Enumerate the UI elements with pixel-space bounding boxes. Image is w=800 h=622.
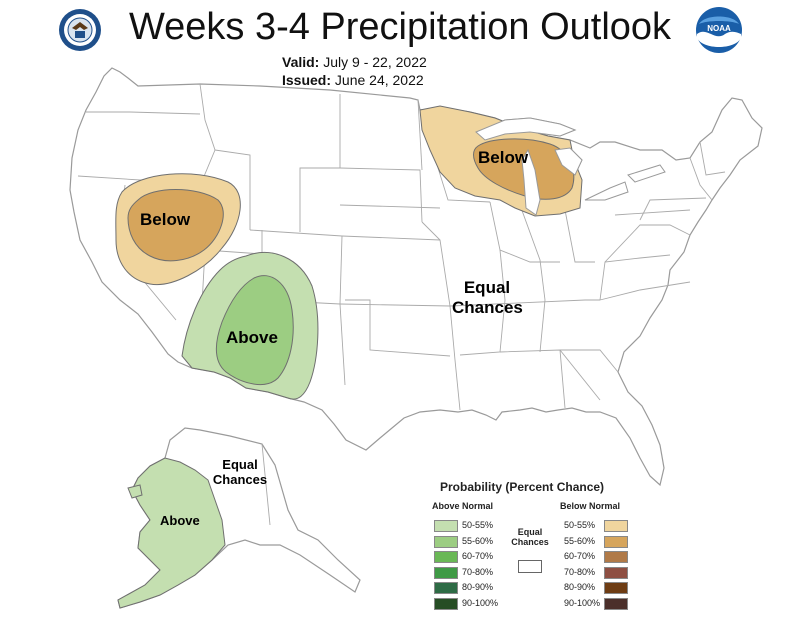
legend-below-label: 50-55%: [564, 520, 596, 530]
conus-equal-chances-label: Equal Chances: [452, 278, 523, 317]
legend-below-swatch: [604, 535, 628, 548]
alaska-above-50: [117, 457, 226, 609]
noaa-logo-icon: NOAA: [696, 7, 742, 53]
legend-above-swatch: [434, 597, 458, 610]
page-title: Weeks 3-4 Precipitation Outlook: [128, 6, 672, 48]
alaska-equal-line1: Equal: [222, 457, 258, 472]
alaska-above-island: [127, 484, 143, 499]
legend-below-swatch: [604, 566, 628, 579]
noaa-logo-text: NOAA: [707, 24, 731, 33]
valid-label: Valid:: [282, 54, 320, 70]
great-lakes-label: Below: [478, 148, 529, 167]
legend-below-label: 60-70%: [564, 551, 596, 561]
great-basin-label: Below: [140, 210, 191, 229]
legend-above-label: 90-100%: [462, 597, 499, 608]
legend-equal-swatch: [518, 560, 542, 573]
legend-above-heading: Above Normal: [432, 501, 494, 511]
valid-line: Valid: July 9 - 22, 2022: [282, 54, 427, 70]
legend-above-swatch: [434, 520, 458, 532]
legend-equal-line2: Chances: [511, 537, 549, 548]
legend-below-label: 90-100%: [564, 597, 601, 608]
southwest-label: Above: [226, 328, 278, 347]
legend-above-label: 60-70%: [462, 551, 494, 561]
legend-title: Probability (Percent Chance): [440, 480, 605, 494]
great-basin-below-55: [127, 189, 224, 262]
legend-above-label: 70-80%: [462, 566, 494, 577]
conus-equal-line2: Chances: [452, 297, 523, 317]
legend-above-swatch: [434, 582, 458, 594]
legend-below-label: 80-90%: [564, 582, 596, 592]
issued-line: Issued: June 24, 2022: [282, 72, 424, 88]
alaska-label: Above: [160, 513, 200, 528]
legend-above-swatch: [434, 551, 458, 563]
legend-above-label: 50-55%: [462, 520, 494, 530]
valid-value: July 9 - 22, 2022: [323, 54, 427, 70]
legend-above-label: 80-90%: [462, 582, 494, 592]
alaska-equal-chances-label: Equal Chances: [210, 457, 270, 488]
legend-above-swatch: [434, 535, 458, 548]
great-lakes-overlay: [475, 117, 583, 216]
alaska-equal-line2: Chances: [212, 471, 268, 487]
legend-equal-line1: Equal: [517, 527, 543, 537]
legend-equal-chances: Equal Chances: [508, 527, 552, 548]
legend-below-swatch: [604, 520, 628, 532]
legend-below-swatch: [604, 551, 628, 563]
legend: Probability (Percent Chance) Above Norma…: [420, 480, 640, 615]
legend-below-heading: Below Normal: [560, 501, 621, 511]
legend-below-label: 70-80%: [564, 566, 596, 577]
alaska-border-line: [261, 443, 271, 526]
conus-equal-line1: Equal: [463, 278, 511, 297]
issued-label: Issued:: [282, 72, 332, 88]
southwest-above-55: [216, 275, 294, 386]
legend-below-label: 55-60%: [564, 535, 596, 546]
legend-above-swatch: [434, 566, 458, 579]
issued-value: June 24, 2022: [334, 72, 424, 88]
legend-below-swatch: [604, 597, 628, 610]
commerce-seal-icon: [59, 9, 101, 51]
legend-below-swatch: [604, 582, 628, 594]
legend-above-label: 55-60%: [462, 535, 494, 546]
